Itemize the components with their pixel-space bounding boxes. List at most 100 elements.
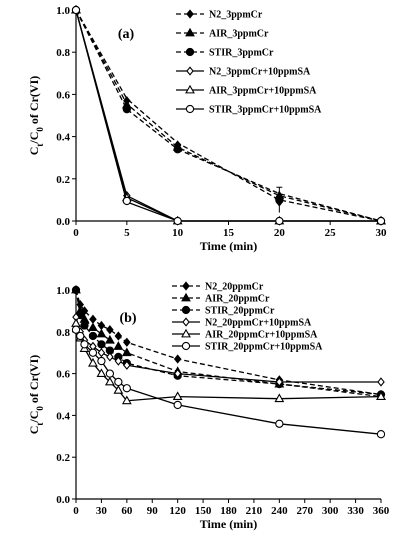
chart-panel-a: 0.0 0.2 0.4 0.6 0.8 1.0 0 5 10 15 20 25 30 Time (min)… (0, 0, 400, 274)
chart-0-ytick-label: 0.4 (56, 132, 70, 144)
chart-0-data-point (173, 216, 182, 226)
chart-0-legend-marker (185, 104, 195, 114)
chart-0-legend: N2_3ppmCr AIR_3ppmCr STIR_3ppmCr N2_3ppmCr+… (176, 9, 322, 116)
chart-b-svg: 0.0 0.2 0.4 0.6 0.8 1.0 0 30 60 90 120 150 180 210 240… (27, 281, 390, 531)
chart-0-ytick-label: 0.6 (56, 89, 70, 101)
chart-1-xtick-label: 330 (347, 505, 364, 517)
chart-1-series-5 (71, 325, 386, 439)
chart-1-data-point (275, 377, 284, 387)
chart-1-data-point (104, 376, 115, 386)
chart-1-xtick-label: 30 (96, 505, 108, 517)
chart-0-legend-label: N2_3ppmCr (209, 10, 263, 21)
chart-1-ytick-label: 0.0 (56, 494, 70, 506)
chart-0-data-point (71, 5, 81, 15)
chart-1-legend-label: N2_20ppmCr+10ppmSA (205, 318, 312, 329)
chart-a-svg: 0.0 0.2 0.4 0.6 0.8 1.0 0 5 10 15 20 25 30 Time (min)… (27, 4, 388, 253)
chart-1-legend-marker (181, 292, 191, 302)
chart-1-legend-label: AIR_20ppmCr+10ppmSA (205, 330, 318, 341)
chart-0-ytick-label: 0.8 (56, 47, 70, 59)
chart-1-legend-label: N2_20ppmCr (205, 282, 264, 293)
chart-1-data-point (96, 368, 107, 378)
chart-1-data-point (89, 314, 97, 324)
chart-1-legend-marker (181, 305, 191, 315)
chart-1-data-point (114, 356, 123, 366)
chart-0-data-point (376, 216, 386, 226)
chart-0-series-5 (71, 5, 386, 226)
chart-1-data-point (106, 352, 114, 362)
chart-1-data-point (122, 384, 131, 393)
chart-0-legend-label: STIR_3ppmCr+10ppmSA (209, 105, 322, 116)
chart-1-legend-label: STIR_20ppmCr+10ppmSA (205, 342, 323, 353)
chart-0-legend-label: STIR_3ppmCr (209, 48, 274, 59)
chart-1-data-point (97, 348, 106, 358)
chart-0-x-axis-label: Time (min) (200, 239, 257, 253)
chart-0-data-point (122, 105, 131, 114)
chart-1-data-point (88, 322, 98, 332)
chart-1-data-point (274, 393, 285, 403)
chart-1-panel-label: (b) (119, 311, 136, 326)
chart-1-data-point (113, 341, 124, 350)
chart-1-ytick-label: 0.4 (56, 410, 70, 422)
chart-1-xtick-label: 120 (169, 505, 186, 517)
chart-0-data-point (173, 145, 182, 154)
chart-0-ytick-label: 1.0 (56, 5, 70, 17)
chart-1-data-point (71, 318, 81, 327)
chart-1-ytick-label: 1.0 (56, 285, 70, 297)
chart-1-data-point (88, 357, 98, 367)
chart-0-xtick-label: 0 (73, 227, 79, 239)
chart-1-xtick-label: 360 (373, 505, 390, 517)
chart-0-panel-label: (a) (118, 27, 135, 42)
chart-1-xtick-label: 210 (246, 505, 263, 517)
chart-1-data-point (173, 400, 182, 410)
chart-1-data-point (80, 321, 89, 330)
chart-1-data-point (123, 337, 131, 347)
chart-0-xtick-label: 25 (325, 227, 337, 239)
chart-1-xtick-label: 240 (271, 505, 288, 517)
chart-1-legend-marker (181, 341, 191, 351)
chart-1-data-point (121, 347, 132, 357)
chart-1-legend-label: AIR_20ppmCr (205, 294, 270, 305)
chart-1-data-point (173, 354, 182, 364)
chart-0-legend-label: AIR_3ppmCr (209, 29, 269, 40)
chart-1-ytick-label: 0.8 (56, 327, 70, 339)
chart-1-data-point (80, 340, 89, 349)
chart-1-data-point (113, 385, 124, 394)
chart-1-data-point (114, 377, 123, 387)
chart-1-data-point (377, 377, 385, 387)
chart-0-ytick-label: 0.0 (56, 216, 70, 228)
chart-1-data-point (71, 325, 81, 334)
chart-1-data-point (114, 331, 123, 341)
chart-1-data-point (275, 419, 284, 428)
chart-1-data-point (97, 340, 106, 349)
chart-1-y-axis-label: Ct/C0 of Cr(VI) (27, 355, 45, 435)
chart-0-xtick-label: 5 (124, 227, 130, 239)
chart-0-legend-marker (186, 9, 194, 19)
chart-0-legend-label: N2_3ppmCr+10ppmSA (209, 67, 311, 78)
chart-1-data-point (97, 356, 106, 366)
chart-1-data-point (88, 348, 98, 357)
chart-1-legend: N2_20ppmCrAIR_20ppmCrSTIR_20ppmCrN2_20pp… (172, 281, 323, 353)
chart-1-xtick-label: 150 (195, 505, 212, 517)
chart-0-xtick-label: 30 (376, 227, 388, 239)
chart-0-y-axis-label: Ct/C0 of Cr(VI) (27, 76, 45, 156)
chart-1-xtick-label: 60 (121, 505, 133, 517)
chart-1-data-point (104, 334, 115, 344)
chart-1-xtick-label: 270 (297, 505, 314, 517)
chart-0-legend-marker (185, 47, 195, 57)
chart-1-data-point (172, 391, 183, 401)
chart-1-data-point (96, 328, 107, 338)
chart-1-xtick-label: 90 (147, 505, 159, 517)
chart-0-series-line (75, 9, 382, 222)
chart-0-legend-marker (185, 84, 195, 94)
chart-1-data-point (376, 391, 386, 401)
chart-1-legend-marker (181, 328, 191, 338)
chart-1-x-axis-label: Time (min) (200, 517, 257, 531)
chart-1-legend-marker (182, 281, 190, 291)
chart-1-data-point (88, 331, 98, 341)
chart-1-data-point (123, 360, 131, 370)
chart-1-legend-marker (182, 317, 190, 327)
chart-0-xtick-label: 20 (274, 227, 286, 239)
chart-1-data-point (97, 320, 106, 331)
chart-panel-b: 0.0 0.2 0.4 0.6 0.8 1.0 0 30 60 90 120 150 180 210 240… (0, 276, 400, 550)
chart-1-data-point (76, 331, 85, 341)
